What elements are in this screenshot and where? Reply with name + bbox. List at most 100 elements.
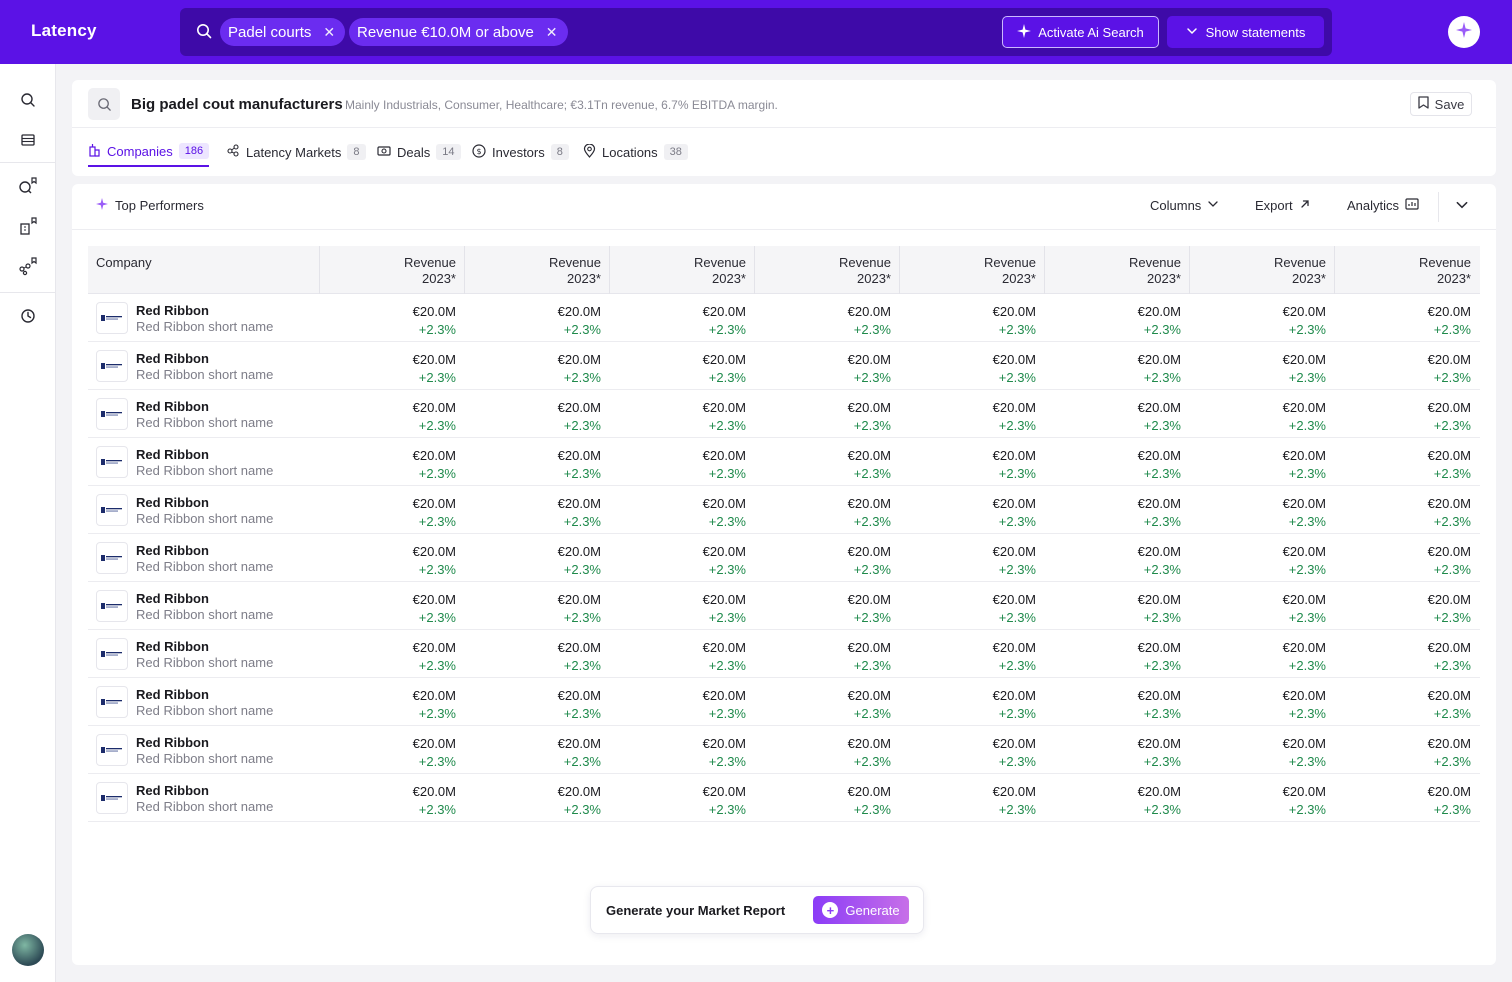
- activate-ai-search-button[interactable]: Activate Ai Search: [1002, 16, 1159, 48]
- revenue-change: +2.3%: [998, 802, 1036, 817]
- revenue-value: €20.0M: [992, 736, 1036, 751]
- revenue-cell: €20.0M +2.3%: [1334, 639, 1471, 675]
- collapse-toggle[interactable]: [1455, 198, 1469, 217]
- revenue-change: +2.3%: [418, 514, 456, 529]
- company-name[interactable]: Red Ribbon: [136, 351, 209, 366]
- network-bookmark-icon[interactable]: [18, 256, 38, 276]
- filter-chip[interactable]: Revenue €10.0M or above ✕: [349, 18, 568, 46]
- company-name[interactable]: Red Ribbon: [136, 447, 209, 462]
- list-icon[interactable]: [18, 130, 38, 150]
- generate-button[interactable]: + Generate: [813, 896, 909, 924]
- tab-deals[interactable]: Deals 14: [377, 137, 461, 167]
- revenue-change: +2.3%: [563, 562, 601, 577]
- search-icon[interactable]: [88, 88, 120, 120]
- company-name[interactable]: Red Ribbon: [136, 495, 209, 510]
- revenue-value: €20.0M: [992, 352, 1036, 367]
- close-icon[interactable]: ✕: [545, 23, 558, 40]
- revenue-change: +2.3%: [998, 706, 1036, 721]
- company-name[interactable]: Red Ribbon: [136, 591, 209, 606]
- company-logo: [96, 494, 128, 526]
- revenue-cell: €20.0M +2.3%: [1189, 687, 1326, 723]
- sparkle-icon: [96, 198, 108, 213]
- building-bookmark-icon[interactable]: [18, 216, 38, 236]
- history-icon[interactable]: [18, 306, 38, 326]
- column-header-revenue[interactable]: Revenue 2023*: [754, 246, 891, 293]
- revenue-value: €20.0M: [992, 496, 1036, 511]
- revenue-change: +2.3%: [1143, 322, 1181, 337]
- search-icon[interactable]: [18, 90, 38, 110]
- company-name[interactable]: Red Ribbon: [136, 543, 209, 558]
- revenue-cell: €20.0M +2.3%: [609, 543, 746, 579]
- column-header-company[interactable]: Company: [96, 255, 152, 270]
- column-header-year: 2023*: [1147, 271, 1181, 286]
- company-name[interactable]: Red Ribbon: [136, 303, 209, 318]
- revenue-cell: €20.0M +2.3%: [1189, 399, 1326, 435]
- tab-investors[interactable]: $ Investors 8: [472, 137, 569, 167]
- table-row[interactable]: Red Ribbon Red Ribbon short name €20.0M +2.…: [88, 582, 1480, 630]
- table-row[interactable]: Red Ribbon Red Ribbon short name €20.0M +2.…: [88, 534, 1480, 582]
- revenue-value: €20.0M: [702, 544, 746, 559]
- export-button[interactable]: Export: [1255, 198, 1311, 213]
- analytics-button[interactable]: Analytics: [1347, 198, 1419, 213]
- revenue-cell: €20.0M +2.3%: [754, 639, 891, 675]
- tab-latency-markets[interactable]: Latency Markets 8: [227, 137, 366, 167]
- brand-logo[interactable]: Latency: [31, 21, 97, 40]
- revenue-value: €20.0M: [557, 688, 601, 703]
- table-row[interactable]: Red Ribbon Red Ribbon short name €20.0M +2.…: [88, 390, 1480, 438]
- revenue-cell: €20.0M +2.3%: [319, 351, 456, 387]
- column-header-revenue[interactable]: Revenue 2023*: [319, 246, 456, 293]
- tab-count: 8: [550, 144, 569, 160]
- filter-chip[interactable]: Padel courts ✕: [220, 18, 346, 46]
- company-name[interactable]: Red Ribbon: [136, 639, 209, 654]
- close-icon[interactable]: ✕: [323, 23, 336, 40]
- avatar[interactable]: [12, 934, 44, 966]
- column-header-revenue[interactable]: Revenue 2023*: [899, 246, 1036, 293]
- top-performers-button[interactable]: Top Performers: [96, 198, 204, 213]
- revenue-cell: €20.0M +2.3%: [754, 351, 891, 387]
- revenue-cell: €20.0M +2.3%: [1044, 303, 1181, 339]
- table-row[interactable]: Red Ribbon Red Ribbon short name €20.0M +2.…: [88, 630, 1480, 678]
- revenue-change: +2.3%: [1143, 418, 1181, 433]
- table-row[interactable]: Red Ribbon Red Ribbon short name €20.0M +2.…: [88, 486, 1480, 534]
- columns-button[interactable]: Columns: [1150, 198, 1219, 213]
- tab-locations[interactable]: Locations 38: [583, 137, 688, 167]
- revenue-value: €20.0M: [702, 448, 746, 463]
- revenue-cell: €20.0M +2.3%: [609, 687, 746, 723]
- revenue-value: €20.0M: [1427, 544, 1471, 559]
- company-name[interactable]: Red Ribbon: [136, 735, 209, 750]
- assistant-button[interactable]: [1448, 16, 1480, 48]
- column-header-label: Revenue: [1418, 255, 1471, 270]
- people-search-icon[interactable]: [18, 176, 38, 196]
- table-row[interactable]: Red Ribbon Red Ribbon short name €20.0M +2.…: [88, 726, 1480, 774]
- revenue-cell: €20.0M +2.3%: [1044, 495, 1181, 531]
- column-header-revenue[interactable]: Revenue 2023*: [609, 246, 746, 293]
- table-row[interactable]: Red Ribbon Red Ribbon short name €20.0M +2.…: [88, 294, 1480, 342]
- column-header-label: Revenue: [838, 255, 891, 270]
- plus-icon: +: [822, 902, 839, 918]
- tab-companies[interactable]: Companies 186: [88, 137, 210, 167]
- search-bar[interactable]: Padel courts ✕ Revenue €10.0M or above ✕: [180, 8, 1332, 56]
- column-header-revenue[interactable]: Revenue 2023*: [1044, 246, 1181, 293]
- sparkle-icon: [1017, 23, 1032, 41]
- company-logo: [96, 734, 128, 766]
- revenue-change: +2.3%: [1143, 466, 1181, 481]
- revenue-cell: €20.0M +2.3%: [609, 495, 746, 531]
- table-row[interactable]: Red Ribbon Red Ribbon short name €20.0M +2.…: [88, 438, 1480, 486]
- revenue-cell: €20.0M +2.3%: [319, 543, 456, 579]
- table-row[interactable]: Red Ribbon Red Ribbon short name €20.0M +2.…: [88, 774, 1480, 822]
- save-button[interactable]: Save: [1410, 92, 1472, 116]
- table-row[interactable]: Red Ribbon Red Ribbon short name €20.0M +2.…: [88, 678, 1480, 726]
- company-name[interactable]: Red Ribbon: [136, 687, 209, 702]
- company-name[interactable]: Red Ribbon: [136, 783, 209, 798]
- column-header-revenue[interactable]: Revenue 2023*: [1334, 246, 1471, 293]
- revenue-change: +2.3%: [853, 370, 891, 385]
- revenue-value: €20.0M: [702, 304, 746, 319]
- revenue-cell: €20.0M +2.3%: [1334, 687, 1471, 723]
- show-statements-button[interactable]: Show statements: [1167, 16, 1324, 48]
- column-header-revenue[interactable]: Revenue 2023*: [1189, 246, 1326, 293]
- revenue-value: €20.0M: [557, 400, 601, 415]
- table-row[interactable]: Red Ribbon Red Ribbon short name €20.0M +2.…: [88, 342, 1480, 390]
- company-name[interactable]: Red Ribbon: [136, 399, 209, 414]
- column-header-revenue[interactable]: Revenue 2023*: [464, 246, 601, 293]
- revenue-value: €20.0M: [992, 544, 1036, 559]
